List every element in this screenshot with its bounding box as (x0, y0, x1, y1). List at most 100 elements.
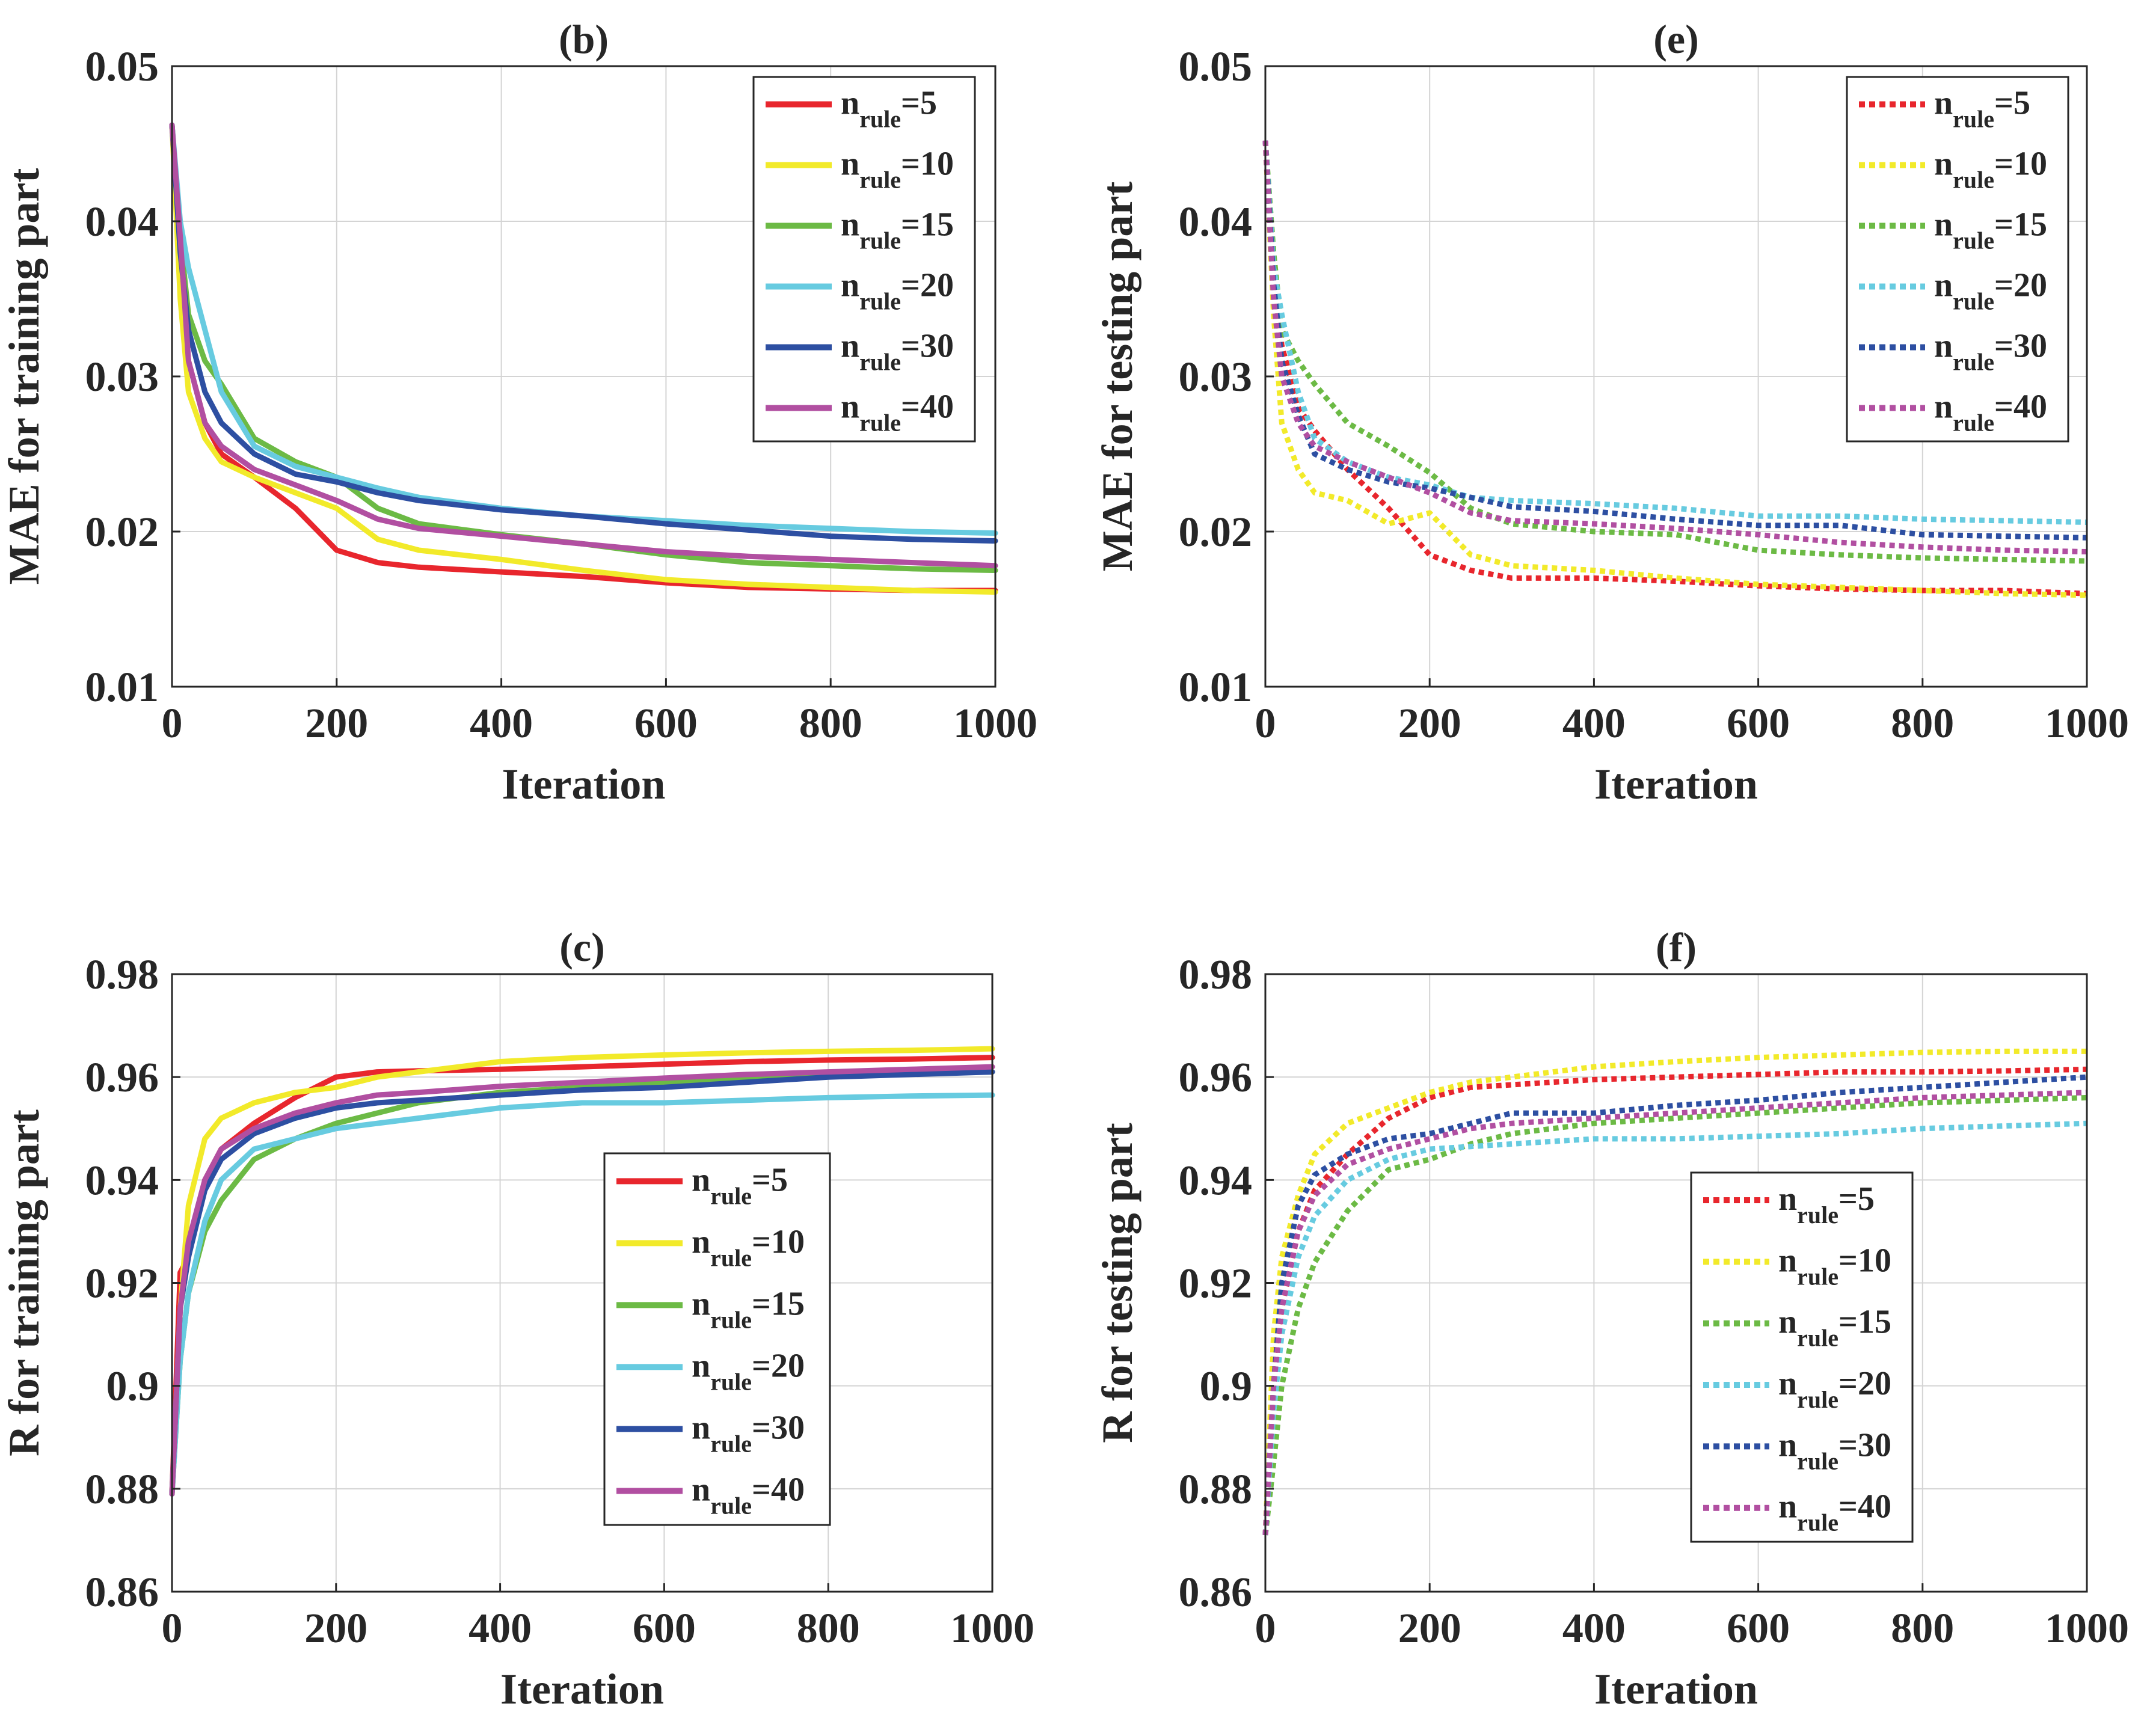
series-line-c-n20 (169, 1092, 995, 1497)
x-tick-label: 200 (1398, 1606, 1461, 1652)
x-tick-label: 800 (797, 1606, 860, 1652)
legend-label: nrule=40 (692, 1471, 805, 1519)
y-tick-label: 0.02 (85, 509, 159, 556)
legend-label: nrule=5 (1934, 84, 2030, 132)
x-axis-label-b: Iteration (502, 760, 666, 808)
x-tick-label: 400 (1562, 1606, 1626, 1652)
x-tick-label: 0 (162, 701, 183, 747)
x-tick-label: 800 (1891, 701, 1954, 747)
legend-label: nrule=20 (1778, 1365, 1891, 1413)
series-group-c (169, 1046, 995, 1497)
series-line-c-n30 (169, 1069, 995, 1497)
legend-c: nrule=5 nrule=10 nrule=15 nrule=20 nrule=30 n… (603, 1152, 831, 1526)
legend-label: nrule=5 (692, 1161, 788, 1209)
y-tick-label: 0.88 (85, 1467, 159, 1513)
y-tick-label: 0.02 (1179, 509, 1253, 556)
legend-label: nrule=15 (1778, 1304, 1891, 1352)
y-axis-label-c: R for training part (0, 1109, 48, 1456)
legend-label: nrule=5 (1778, 1180, 1875, 1228)
y-tick-label: 0.88 (1179, 1467, 1253, 1513)
y-axis-label-e: MAE for testing part (1093, 182, 1141, 572)
legend-b: nrule=5 nrule=10 nrule=15 nrule=20 nrule=30 n… (752, 76, 976, 443)
legend-label: nrule=30 (692, 1409, 805, 1457)
y-tick-label: 0.01 (1179, 664, 1253, 711)
y-tick-label: 0.96 (1179, 1055, 1253, 1101)
x-tick-label: 1000 (953, 701, 1037, 747)
legend-f: nrule=5 nrule=10 nrule=15 nrule=20 nrule=30 n… (1690, 1171, 1914, 1543)
y-tick-label: 0.94 (1179, 1158, 1253, 1204)
x-axis-label-e: Iteration (1594, 760, 1758, 808)
x-tick-label: 800 (799, 701, 862, 747)
series-line-b-n30 (169, 122, 998, 544)
legend-label: nrule=30 (841, 327, 954, 375)
y-tick-label: 0.05 (1179, 44, 1253, 90)
x-tick-label: 0 (162, 1606, 183, 1652)
series-line-f-n10 (1262, 1048, 2087, 1536)
legend-label: nrule=20 (841, 266, 954, 314)
x-tick-label: 600 (1727, 1606, 1790, 1652)
x-tick-label: 800 (1891, 1606, 1954, 1652)
legend-box (752, 76, 976, 443)
series-line-c-n10 (169, 1046, 995, 1497)
x-tick-label: 1000 (2045, 701, 2129, 747)
y-tick-label: 0.98 (85, 952, 159, 998)
chart-panel-e: 0 200 400 600 800 1000 0.01 0.02 0.03 0.04 0.05 (e)… (1093, 16, 2129, 808)
y-tick-label: 0.86 (85, 1569, 159, 1616)
y-tick-label: 0.9 (1200, 1364, 1253, 1410)
legend-label: nrule=10 (692, 1223, 805, 1271)
series-line-b-n20 (169, 122, 998, 536)
legend-label: nrule=20 (692, 1347, 805, 1395)
y-tick-label: 0.04 (85, 199, 159, 245)
legend-box (603, 1152, 831, 1526)
x-tick-label: 600 (633, 1606, 696, 1652)
y-tick-label: 0.96 (85, 1055, 159, 1101)
x-tick-label: 1000 (2045, 1606, 2129, 1652)
x-tick-label: 600 (634, 701, 698, 747)
y-tick-label: 0.98 (1179, 952, 1253, 998)
series-line-f-n30 (1262, 1074, 2087, 1536)
y-axis-label-f: R for testing part (1093, 1123, 1141, 1443)
y-tick-label: 0.94 (85, 1158, 159, 1204)
series-line-b-n15 (169, 122, 998, 573)
legend-label: nrule=20 (1934, 266, 2047, 314)
chart-panel-f: 0 200 400 600 800 1000 0.86 0.88 0.9 0.92 0.94 0.96… (1093, 924, 2129, 1713)
legend-box (1690, 1171, 1914, 1543)
legend-label: nrule=10 (1934, 145, 2047, 193)
legend-label: nrule=30 (1934, 327, 2047, 375)
legend-box (1846, 76, 2069, 443)
gridlines-f (1265, 974, 2087, 1592)
legend-label: nrule=15 (1934, 206, 2047, 254)
chart-panel-c: 0 200 400 600 800 1000 0.86 0.88 0.9 0.92 0.94 0.96… (0, 924, 1034, 1713)
series-group-b (169, 122, 998, 595)
x-tick-label: 200 (305, 701, 368, 747)
series-line-e-n40 (1262, 140, 2087, 554)
series-line-c-n40 (169, 1064, 995, 1497)
legend-label: nrule=10 (841, 145, 954, 193)
x-tick-label: 0 (1255, 701, 1276, 747)
y-tick-label: 0.92 (1179, 1261, 1253, 1307)
legend-label: nrule=15 (692, 1285, 805, 1333)
chart-title-e: (e) (1653, 16, 1698, 62)
legend-label: nrule=30 (1778, 1426, 1891, 1474)
legend-label: nrule=40 (841, 388, 954, 436)
x-tick-label: 0 (1255, 1606, 1276, 1652)
x-tick-label: 600 (1727, 701, 1790, 747)
y-tick-label: 0.03 (85, 354, 159, 400)
chart-panel-b: 0 200 400 600 800 1000 0.01 0.02 0.03 0.04 0.05 (b)… (0, 16, 1037, 808)
series-line-e-n5 (1262, 140, 2087, 597)
series-line-f-n20 (1262, 1120, 2087, 1536)
legend-e: nrule=5 nrule=10 nrule=15 nrule=20 nrule=30 n… (1846, 76, 2069, 443)
series-line-b-n40 (169, 122, 998, 569)
series-group-e (1262, 140, 2087, 598)
legend-label: nrule=40 (1934, 388, 2047, 436)
x-tick-label: 200 (304, 1606, 367, 1652)
y-tick-label: 0.04 (1179, 199, 1253, 245)
x-tick-label: 400 (1562, 701, 1626, 747)
series-group-f (1262, 1048, 2087, 1536)
chart-title-f: (f) (1656, 924, 1697, 970)
y-tick-label: 0.92 (85, 1261, 159, 1307)
x-tick-label: 1000 (950, 1606, 1034, 1652)
y-tick-label: 0.86 (1179, 1569, 1253, 1616)
series-line-e-n10 (1262, 140, 2087, 598)
